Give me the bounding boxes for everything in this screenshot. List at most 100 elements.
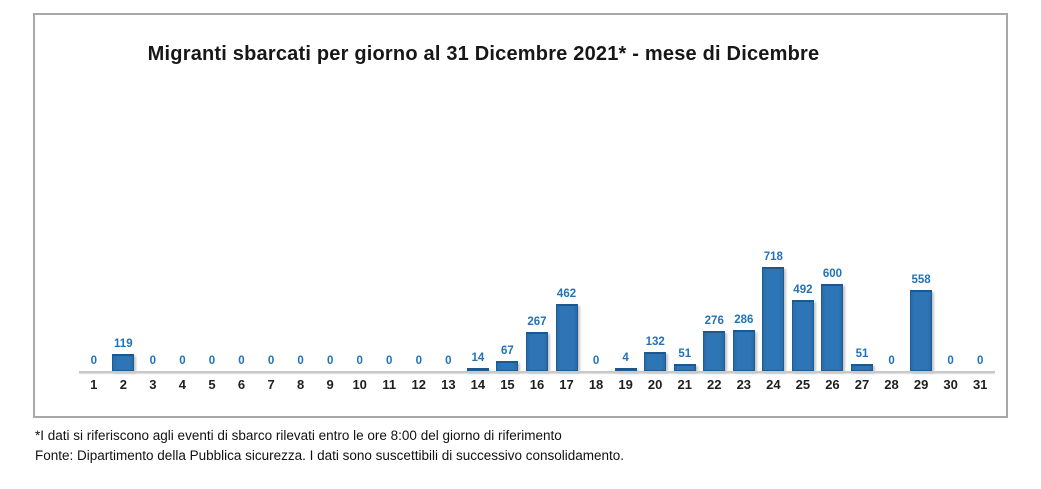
- x-axis-label: 6: [237, 377, 246, 392]
- bar: [732, 330, 755, 371]
- bar-value-label: 0: [297, 354, 304, 367]
- x-axis-label: 27: [854, 377, 870, 392]
- bar-column: 0: [79, 15, 109, 371]
- bar-value-label: 0: [947, 354, 954, 367]
- bar-column: 0: [168, 15, 198, 371]
- bar-value-label: 0: [592, 354, 600, 367]
- bar-value-label: 67: [501, 344, 514, 357]
- bar-column: 718: [759, 15, 789, 371]
- x-axis-label: 2: [119, 377, 127, 392]
- bar-column: 0: [374, 15, 404, 371]
- bar-value-label: 4: [622, 351, 629, 364]
- bar: [112, 354, 135, 371]
- x-axis-label: 20: [647, 377, 663, 392]
- bar-column: 0: [404, 15, 434, 371]
- bar-value-label: 0: [386, 354, 393, 367]
- bar-value-label: 0: [179, 354, 186, 367]
- bar: [762, 267, 785, 371]
- bar-column: 267: [522, 15, 552, 371]
- bar-column: 0: [877, 15, 907, 371]
- x-axis-label: 29: [913, 377, 929, 392]
- x-axis-label: 17: [559, 377, 574, 392]
- bar-column: 0: [197, 15, 227, 371]
- x-axis-label: 26: [825, 377, 840, 392]
- x-axis-label: 13: [441, 377, 456, 392]
- bar-value-label: 0: [356, 354, 363, 367]
- bar-value-label: 286: [734, 313, 754, 326]
- x-axis-label: 12: [411, 377, 427, 392]
- bar-value-label: 0: [149, 354, 157, 367]
- bar: [850, 364, 873, 371]
- chart-frame: Migranti sbarcati per giorno al 31 Dicem…: [33, 13, 1008, 418]
- bar-value-label: 0: [238, 354, 245, 367]
- bar-value-label: 558: [911, 273, 931, 286]
- x-axis-label: 22: [707, 377, 722, 392]
- bar-column: 558: [906, 15, 936, 371]
- bar-value-label: 718: [763, 250, 783, 263]
- bar-value-label: 132: [645, 335, 665, 348]
- bar-column: 492: [788, 15, 818, 371]
- x-axis-label: 9: [326, 377, 334, 392]
- bar: [555, 304, 578, 371]
- bar-value-label: 51: [678, 347, 692, 360]
- x-axis-label: 24: [766, 377, 781, 392]
- bar-column: 0: [256, 15, 286, 371]
- bar-column: 276: [699, 15, 729, 371]
- bar-value-label: 51: [855, 347, 869, 360]
- bar-column: 0: [581, 15, 611, 371]
- bar-column: 0: [936, 15, 966, 371]
- bar-value-label: 0: [888, 354, 895, 367]
- x-axis-label: 30: [943, 377, 958, 392]
- bar-value-label: 0: [976, 354, 984, 367]
- bar: [703, 331, 726, 371]
- bar-column: 0: [286, 15, 316, 371]
- x-axis-labels: 1 2 3 4 5 6 7 8 9 10 11 12 13 14 15 16 17 18 19 20 21 22 23 24 2…: [79, 378, 995, 391]
- footnote: *I dati si riferiscono agli eventi di sb…: [35, 426, 624, 466]
- bar-column: 51: [670, 15, 700, 371]
- bar: [791, 300, 814, 371]
- bar-value-label: 276: [704, 314, 724, 327]
- bar-column: 600: [818, 15, 848, 371]
- x-axis-label: 10: [352, 377, 367, 392]
- bar-value-label: 119: [114, 337, 133, 350]
- bar-value-label: 0: [267, 354, 275, 367]
- x-axis-label: 18: [588, 377, 604, 392]
- bar-column: 286: [729, 15, 759, 371]
- bar-value-label: 0: [326, 354, 334, 367]
- x-axis-label: 31: [972, 377, 988, 392]
- bar: [821, 284, 844, 371]
- bar-column: 4: [611, 15, 641, 371]
- bar-column: 0: [227, 15, 257, 371]
- x-axis-label: 28: [884, 377, 899, 392]
- bar-column: 0: [965, 15, 995, 371]
- bar: [496, 361, 519, 371]
- bar-column: 67: [493, 15, 523, 371]
- x-axis-label: 11: [382, 377, 397, 392]
- bar-column: 0: [138, 15, 168, 371]
- bar-column: 0: [345, 15, 375, 371]
- bar-column: 0: [315, 15, 345, 371]
- x-axis-label: 21: [677, 377, 692, 392]
- x-axis-label: 1: [90, 377, 98, 392]
- bar-value-label: 14: [471, 351, 485, 364]
- bar-value-label: 0: [90, 354, 97, 367]
- bar-value-label: 600: [822, 267, 843, 280]
- bar-value-label: 267: [527, 315, 547, 328]
- footnote-line-1: *I dati si riferiscono agli eventi di sb…: [35, 428, 562, 443]
- bar-value-label: 0: [415, 354, 422, 367]
- bar: [525, 332, 548, 371]
- bar: [614, 368, 637, 371]
- x-axis-label: 5: [208, 377, 216, 392]
- x-axis-label: 16: [529, 377, 545, 392]
- bar: [910, 290, 933, 371]
- bar-column: 14: [463, 15, 493, 371]
- bar: [466, 368, 489, 371]
- bar-value-label: 492: [793, 283, 813, 296]
- bar: [673, 364, 696, 371]
- plot-area: 0 119 0 0 0 0 0 0 0 0 0 0 0 14 67 267 462 0 4 132 51 276 286 71…: [79, 15, 995, 371]
- bar-column: 51: [847, 15, 877, 371]
- bar-column: 132: [640, 15, 670, 371]
- bar-value-label: 0: [445, 354, 452, 367]
- bar-column: 462: [552, 15, 582, 371]
